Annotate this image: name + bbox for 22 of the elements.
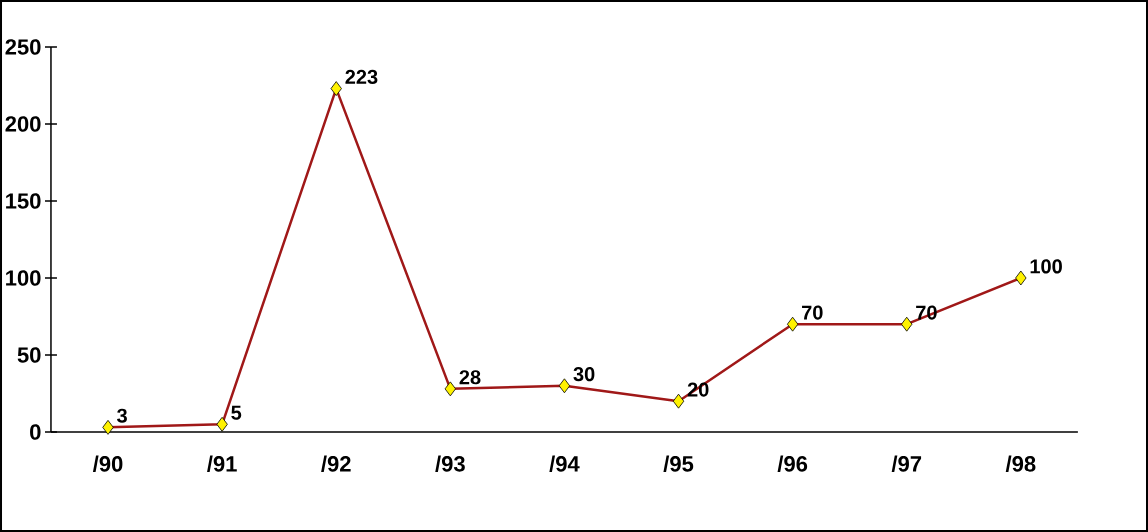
data-label: 70 [802, 305, 823, 320]
x-tick-label: /90 [92, 455, 123, 472]
data-label: 100 [1030, 259, 1062, 274]
x-tick-label: /93 [435, 455, 465, 472]
data-label: 3 [117, 408, 127, 423]
x-tick-label: /96 [777, 455, 808, 472]
y-tick-label: 50 [17, 347, 41, 363]
data-label: 223 [345, 69, 378, 85]
data-label: 30 [573, 367, 595, 382]
y-tick-label: 150 [6, 193, 41, 209]
x-tick-label: /92 [321, 455, 351, 472]
x-tick-label: /95 [663, 455, 694, 472]
x-tick-label: /98 [1005, 455, 1036, 472]
data-label: 28 [459, 370, 481, 385]
x-tick-label: /91 [207, 455, 237, 472]
x-tick-label: /97 [891, 455, 922, 472]
data-label: 5 [231, 405, 242, 420]
x-tick-label: /94 [549, 455, 580, 472]
y-tick-label: 0 [30, 424, 41, 440]
y-tick-label: 100 [6, 270, 41, 286]
y-tick-label: 200 [5, 116, 41, 132]
y-tick-label: 250 [5, 39, 41, 55]
